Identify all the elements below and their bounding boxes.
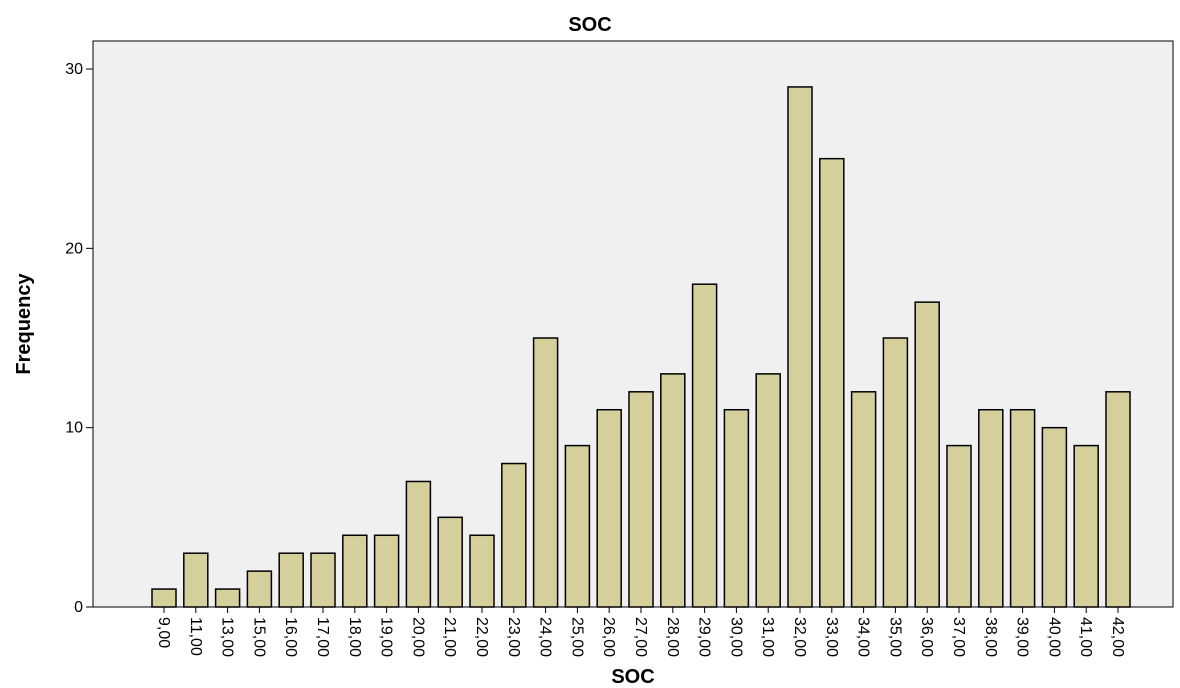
x-tick-label: 35,00 [886,617,903,657]
x-tick-label: 18,00 [346,617,363,657]
x-tick-label: 22,00 [473,617,490,657]
x-tick-label: 32,00 [791,617,808,657]
bar-11-00 [183,552,209,608]
x-tick-label: 25,00 [568,617,585,657]
bar-19-00 [373,534,400,608]
bar-33-00 [819,157,845,608]
bar-35-00 [882,337,909,608]
x-tick-label: 39,00 [1014,617,1031,657]
x-tick-label: 21,00 [441,617,458,657]
y-tick-label: 0 [74,599,83,616]
bar-25-00 [564,444,591,608]
x-tick-label: 40,00 [1045,617,1062,657]
bar-17-00 [310,552,336,608]
x-tick-label: 29,00 [696,617,713,657]
bar-21-00 [437,516,463,608]
x-tick-label: 15,00 [250,617,267,657]
bar-24-00 [532,337,559,608]
bar-39-00 [1009,408,1036,608]
x-axis-ticks: 9,00 11,00 13,00 15,00 16,00 17,00 18,00 19,00 2… [155,607,1126,657]
x-tick-label: 16,00 [282,617,299,657]
x-tick-label: 13,00 [219,617,236,657]
bar-41-00 [1073,444,1099,608]
x-tick-label: 30,00 [727,617,744,657]
x-tick-label: 41,00 [1077,617,1094,657]
bar-15-00 [246,570,273,608]
x-tick-label: 42,00 [1109,617,1126,657]
bar-22-00 [469,534,495,608]
x-tick-label: 37,00 [950,617,967,657]
y-tick-label: 20 [65,240,83,257]
x-tick-label: 36,00 [918,617,935,657]
bar-9-00 [151,588,177,608]
bar-38-00 [978,408,1004,608]
bar-13-00 [214,588,241,608]
x-tick-label: 38,00 [982,617,999,657]
bar-27-00 [628,391,654,608]
x-tick-label: 17,00 [314,617,331,657]
bar-26-00 [596,408,622,608]
bar-30-00 [723,408,750,608]
bar-16-00 [278,552,304,608]
x-tick-label: 20,00 [409,617,426,657]
x-tick-label: 24,00 [537,617,554,657]
bar-28-00 [660,373,686,608]
x-tick-label: 31,00 [759,617,776,657]
bars [151,86,1131,608]
x-tick-label: 34,00 [855,617,872,657]
x-tick-label: 23,00 [505,617,522,657]
x-tick-label: 26,00 [600,617,617,657]
bar-31-00 [755,373,781,608]
x-tick-label: 19,00 [378,617,395,657]
bar-36-00 [914,301,940,608]
bar-32-00 [787,86,813,608]
bar-23-00 [501,462,527,608]
x-tick-label: 27,00 [632,617,649,657]
x-tick-label: 11,00 [187,617,204,656]
x-tick-label: 28,00 [664,617,681,657]
x-tick-label: 33,00 [823,617,840,657]
bar-42-00 [1105,391,1131,608]
y-axis: 0 10 20 30 [65,61,93,616]
y-tick-label: 10 [65,420,83,437]
x-tick-label: 9,00 [155,617,172,648]
bar-34-00 [850,391,877,608]
bar-40-00 [1041,426,1068,608]
y-axis-label: Frequency [13,273,35,375]
bar-20-00 [405,480,432,608]
bar-29-00 [691,283,718,608]
chart-title: SOC [568,14,611,36]
bar-18-00 [342,534,368,608]
y-tick-label: 30 [65,61,83,78]
bar-37-00 [946,444,972,608]
x-axis-label: SOC [611,666,654,688]
